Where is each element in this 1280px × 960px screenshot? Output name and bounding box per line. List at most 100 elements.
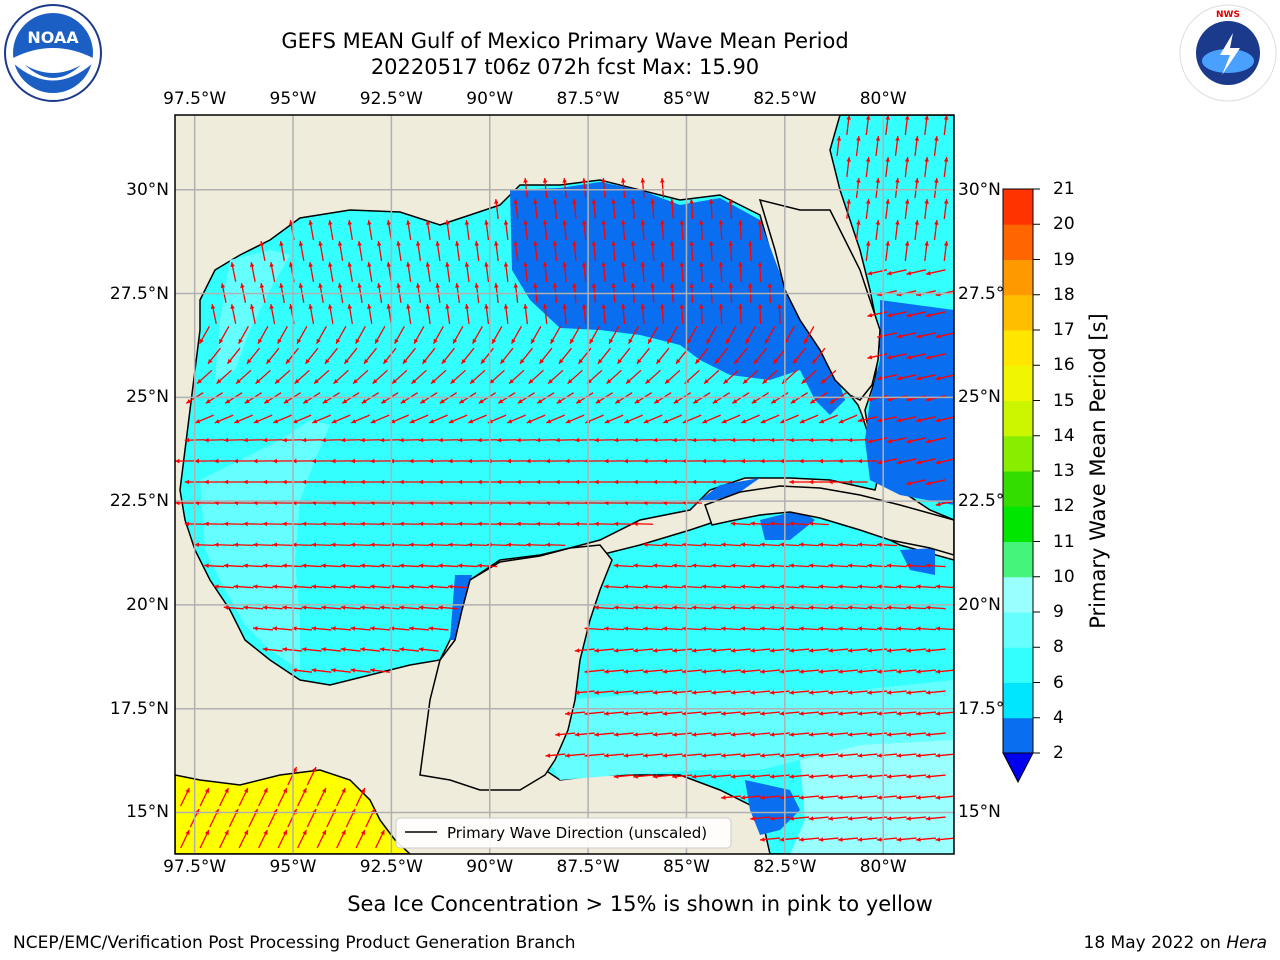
wave-arrow — [798, 542, 820, 547]
colorbar-cell — [1003, 612, 1033, 648]
wave-arrow — [847, 732, 868, 737]
wave-arrow — [769, 732, 790, 737]
wave-arrow — [499, 347, 514, 365]
wave-arrow — [445, 304, 451, 324]
wave-arrow — [581, 261, 587, 283]
wave-arrow — [311, 458, 332, 464]
wave-arrow — [789, 732, 810, 737]
wave-arrow — [564, 458, 586, 464]
wave-arrow — [360, 437, 381, 443]
wave-arrow — [711, 479, 732, 485]
wave-arrow — [798, 669, 820, 674]
wave-arrow — [494, 240, 499, 262]
wave-arrow — [647, 325, 659, 345]
colorbar-tick-label: 14 — [1053, 425, 1075, 446]
tick-label: 95°W — [269, 89, 317, 109]
wave-arrow — [769, 648, 790, 653]
wave-arrow — [679, 219, 685, 241]
wave-arrow — [828, 479, 849, 485]
wave-arrow — [828, 437, 849, 443]
colorbar-cell — [1003, 717, 1033, 754]
wave-arrow — [464, 219, 470, 241]
wave-arrow — [885, 156, 890, 178]
wave-arrow — [811, 347, 826, 365]
wave-arrow — [399, 521, 420, 527]
wave-arrow — [906, 774, 927, 779]
wave-arrow — [915, 669, 937, 674]
wave-arrow — [282, 479, 303, 485]
wave-arrow — [915, 711, 937, 716]
wave-arrow — [652, 437, 673, 443]
wave-arrow — [769, 437, 790, 443]
tick-label: 27.5°N — [109, 283, 169, 304]
wave-arrow — [272, 626, 293, 631]
wave-arrow — [564, 753, 586, 758]
wave-arrow — [935, 626, 954, 631]
wave-arrow — [613, 648, 634, 653]
wave-arrow — [798, 753, 820, 758]
wave-arrow — [611, 240, 616, 262]
wave-arrow — [779, 711, 800, 716]
wave-arrow — [594, 648, 615, 653]
wave-arrow — [799, 414, 819, 424]
wave-arrow — [924, 240, 929, 262]
wave-arrow — [808, 479, 829, 485]
wave-arrow — [484, 219, 490, 241]
wave-arrow — [213, 542, 235, 548]
wave-arrow — [886, 563, 907, 568]
wave-arrow — [438, 563, 459, 568]
wave-arrow — [779, 795, 800, 800]
wave-arrow — [779, 753, 800, 758]
colorbar-cell — [1003, 365, 1033, 401]
wave-arrow — [660, 303, 665, 325]
wave-arrow — [691, 437, 712, 443]
wave-arrow — [933, 219, 939, 241]
wave-arrow — [667, 325, 678, 345]
wave-arrow — [525, 458, 547, 464]
wave-arrow — [679, 303, 685, 325]
wave-arrow — [399, 605, 420, 610]
tick-label: 92.5°W — [359, 89, 423, 109]
wave-arrow — [886, 648, 907, 653]
wave-arrow — [550, 325, 561, 345]
wave-arrow — [640, 303, 646, 325]
wave-arrow — [750, 816, 771, 821]
wave-arrow — [330, 626, 352, 631]
wave-arrow — [655, 347, 670, 365]
colorbar-cell — [1003, 682, 1033, 719]
wave-arrow — [204, 563, 225, 568]
wave-arrow — [652, 690, 673, 695]
wave-arrow — [935, 837, 954, 842]
wave-arrow — [308, 262, 315, 282]
wave-arrow — [925, 353, 946, 360]
wave-arrow — [662, 584, 683, 589]
wave-arrow — [855, 135, 861, 157]
wave-arrow — [613, 690, 634, 695]
wave-arrow — [594, 605, 615, 610]
wave-arrow — [594, 732, 615, 737]
wave-arrow — [711, 605, 732, 610]
wave-arrow — [204, 437, 225, 443]
wave-arrow — [847, 563, 868, 568]
colorbar-tick-label: 17 — [1053, 320, 1075, 340]
wave-arrow — [916, 416, 936, 423]
wave-arrow — [801, 369, 817, 385]
tick-label: 15°N — [126, 802, 169, 823]
wave-arrow — [924, 115, 929, 136]
wave-arrow — [663, 414, 682, 424]
wave-arrow — [429, 414, 448, 424]
wave-arrow — [846, 156, 851, 178]
colorbar-cell — [1003, 400, 1033, 437]
wave-arrow — [369, 542, 391, 548]
wave-arrow — [262, 605, 283, 610]
wave-arrow — [943, 198, 949, 220]
wave-arrow — [740, 542, 761, 547]
wave-arrow — [642, 669, 664, 674]
wave-arrow — [425, 262, 431, 282]
yucatan-land — [419, 544, 613, 791]
wave-arrow — [876, 837, 898, 842]
wave-arrow — [669, 198, 675, 220]
wave-arrow — [691, 648, 712, 653]
wave-arrow — [379, 605, 400, 610]
wave-arrow — [906, 437, 927, 444]
